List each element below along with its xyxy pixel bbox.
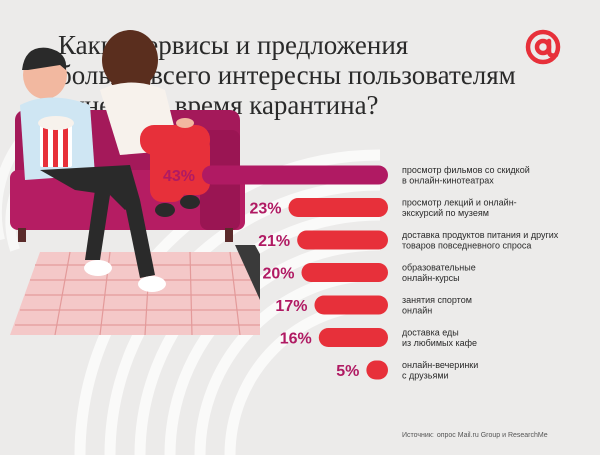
value-label-7: 5% xyxy=(336,363,359,380)
bar-3 xyxy=(297,230,388,250)
category-label-5-line-1: занятия спортом xyxy=(402,295,472,305)
bar-1 xyxy=(202,165,388,185)
value-label-4: 20% xyxy=(262,266,294,283)
category-label-1-line-2: в онлайн-кинотеатрах xyxy=(402,176,494,186)
value-label-2: 23% xyxy=(249,201,281,218)
category-label-6-line-1: доставка еды xyxy=(402,328,459,338)
value-label-1: 43% xyxy=(163,168,195,185)
woman-illustration xyxy=(100,30,210,217)
source-note: Источник: опрос Mail.ru Group и ResearchM… xyxy=(402,432,548,439)
man-illustration xyxy=(20,47,166,292)
category-label-4-line-2: онлайн-курсы xyxy=(402,273,460,283)
category-label-6-line-2: из любимых кафе xyxy=(402,338,477,348)
category-label-2-line-2: экскурсий по музеям xyxy=(402,208,489,218)
category-label-4-line-1: образовательные xyxy=(402,263,476,273)
category-label-3-line-1: доставка продуктов питания и других xyxy=(402,230,559,240)
bar-5 xyxy=(314,295,388,315)
category-label-1-line-1: просмотр фильмов со скидкой xyxy=(402,165,530,175)
value-label-3: 21% xyxy=(258,233,290,250)
at-sign-icon xyxy=(525,29,561,65)
source-text: опрос Mail.ru Group и ResearchMe xyxy=(436,432,548,439)
category-label-7-line-2: с друзьями xyxy=(402,371,449,381)
bar-7 xyxy=(366,360,388,380)
category-label-7-line-1: онлайн-вечеринки xyxy=(402,360,478,370)
value-label-5: 17% xyxy=(275,298,307,315)
category-label-5-line-2: онлайн xyxy=(402,306,432,316)
rug-illustration xyxy=(10,245,260,335)
bar-2 xyxy=(288,198,388,217)
bar-6 xyxy=(318,328,388,347)
source-label: Источник: xyxy=(402,432,434,439)
category-label-2-line-1: просмотр лекций и онлайн- xyxy=(402,198,517,208)
category-label-3-line-2: товаров повседневного спроса xyxy=(402,241,531,251)
couple-on-sofa-illustration xyxy=(10,30,260,335)
bar-4 xyxy=(301,263,388,282)
value-label-6: 16% xyxy=(280,331,312,348)
